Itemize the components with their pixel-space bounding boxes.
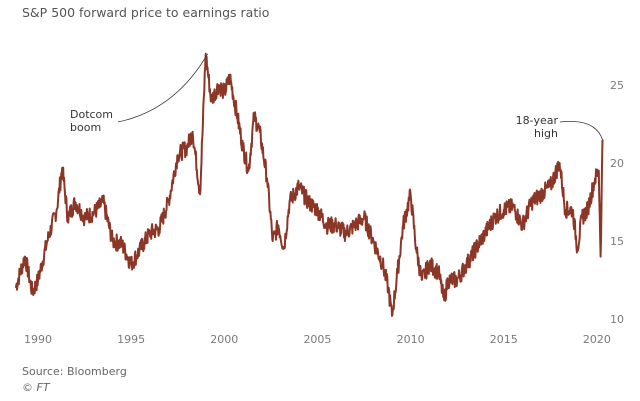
y-tick-label: 15 <box>610 235 624 248</box>
x-tick-label: 2015 <box>490 333 518 346</box>
source-note: Source: Bloomberg <box>22 365 127 378</box>
high-leader-line <box>559 121 603 140</box>
credit-note: © FT <box>22 381 51 394</box>
dotcom-annotation: Dotcom <box>70 108 113 121</box>
18-year-high-annotation: high <box>534 127 558 140</box>
y-tick-label: 20 <box>610 157 624 170</box>
y-tick-label: 25 <box>610 79 624 92</box>
x-tick-label: 2010 <box>397 333 425 346</box>
x-tick-label: 2020 <box>583 333 611 346</box>
x-tick-label: 1995 <box>117 333 145 346</box>
18-year-high-annotation: 18-year <box>516 114 559 127</box>
x-tick-label: 2005 <box>303 333 331 346</box>
x-tick-label: 2000 <box>210 333 238 346</box>
chart-title: S&P 500 forward price to earnings ratio <box>22 5 269 20</box>
dotcom-leader-line <box>117 53 209 123</box>
dotcom-annotation: boom <box>70 121 101 134</box>
y-tick-label: 10 <box>610 313 624 326</box>
series-line-forward-pe <box>14 52 604 317</box>
x-tick-label: 1990 <box>24 333 52 346</box>
